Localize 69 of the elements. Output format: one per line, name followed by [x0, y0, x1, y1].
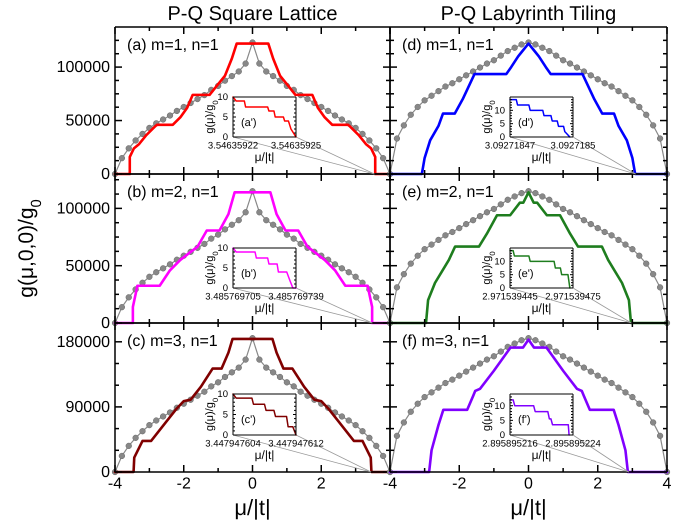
y-tick-label: 50000 — [66, 258, 110, 275]
x-axis-title: μ/|t| — [510, 495, 547, 520]
x-tick-label: -4 — [382, 475, 398, 492]
y-tick-label: 10 — [494, 256, 505, 268]
y-tick-label: 10 — [494, 105, 505, 116]
x-tick-label: 3.447947612 — [268, 438, 324, 450]
x-tick-label: 2 — [593, 475, 602, 492]
y-tick-label: 5 — [222, 410, 228, 421]
x-tick-label: 0 — [248, 475, 258, 492]
y-tick-label: 10 — [217, 92, 228, 104]
y-tick-label: 50000 — [66, 112, 110, 130]
y-tick-label: 5 — [222, 263, 228, 274]
x-tick-label: -2 — [176, 475, 191, 492]
x-tick-label: 2.895895224 — [545, 438, 601, 450]
x-axis-title: μ/|t| — [532, 448, 552, 462]
y-tick-label: 100000 — [56, 200, 110, 218]
x-tick-label: 3.54635925 — [270, 140, 322, 152]
y-tick-label: 0 — [101, 166, 110, 184]
chart-title: P-Q Square Lattice — [167, 3, 338, 25]
y-tick-label: 0 — [222, 283, 228, 294]
annotation: (f') — [518, 414, 530, 426]
x-tick-label: 2.895895216 — [482, 438, 538, 450]
y-tick-label: 0 — [222, 430, 228, 442]
annotation: (d') — [518, 117, 534, 129]
y-tick-label: 0 — [222, 132, 228, 144]
x-axis-title: μ/|t| — [532, 150, 552, 164]
y-tick-label: 5 — [222, 112, 228, 124]
x-tick-label: 0 — [524, 475, 534, 492]
x-tick-label: 3.485769739 — [268, 292, 324, 303]
y-tick-label: 10 — [494, 400, 505, 412]
x-axis-title: μ/|t| — [254, 448, 274, 462]
y-tick-label: 0 — [500, 430, 505, 442]
chart-title: P-Q Labyrinth Tiling — [440, 3, 616, 25]
y-tick-label: 10 — [217, 389, 228, 400]
y-tick-label: 5 — [500, 118, 505, 130]
x-axis-title: μ/|t| — [234, 495, 271, 520]
x-tick-label: 3.447947604 — [205, 438, 261, 450]
y-tick-label: 180000 — [56, 334, 110, 351]
x-tick-label: 2.971539445 — [482, 292, 538, 303]
x-tick-label: 3.54635922 — [208, 140, 258, 152]
annotation: (f) m=3, n=1 — [402, 333, 490, 350]
x-axis-title: μ/|t| — [254, 301, 274, 315]
y-tick-label: 5 — [500, 270, 505, 281]
y-tick-label: 100000 — [56, 59, 110, 76]
y-tick-label: 0 — [101, 315, 110, 332]
y-tick-label: 90000 — [66, 399, 110, 416]
annotation: (c) m=3, n=1 — [127, 333, 218, 350]
y-tick-label: 0 — [101, 464, 110, 482]
annotation: (d) m=1, n=1 — [402, 37, 494, 54]
x-tick-label: -4 — [108, 475, 122, 492]
x-tick-label: 3.485769705 — [205, 292, 261, 303]
x-tick-label: 3.09271847 — [484, 140, 536, 152]
annotation: (e') — [518, 268, 534, 280]
annotation: (c') — [241, 414, 256, 426]
y-tick-label: 5 — [500, 415, 505, 426]
y-tick-label: 10 — [217, 243, 228, 254]
x-tick-label: 2.971539475 — [545, 292, 601, 303]
annotation: (a') — [241, 117, 257, 129]
annotation: (b') — [241, 268, 257, 280]
x-axis-title: μ/|t| — [254, 150, 274, 164]
x-tick-label: 4 — [662, 475, 672, 492]
x-tick-label: 2 — [316, 475, 326, 492]
x-axis-title: μ/|t| — [532, 301, 552, 315]
x-tick-label: -2 — [452, 475, 466, 492]
x-tick-label: 3.0927185 — [550, 140, 596, 152]
annotation: (e) m=2, n=1 — [402, 184, 494, 201]
y-tick-label: 0 — [500, 283, 505, 294]
annotation: (b) m=2, n=1 — [127, 184, 219, 201]
annotation: (a) m=1, n=1 — [127, 37, 219, 54]
